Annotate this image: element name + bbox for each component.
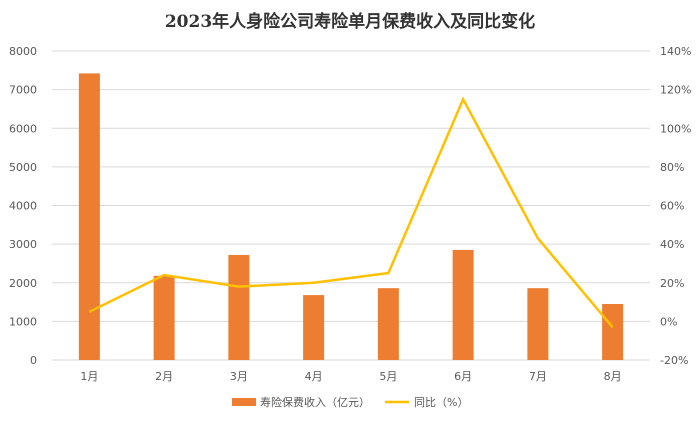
x-tick-label: 8月	[604, 370, 622, 383]
left-tick-label: 0	[30, 354, 37, 367]
chart-title: 2023年人身险公司寿险单月保费收入及同比变化	[165, 11, 535, 32]
left-tick-label: 8000	[9, 45, 37, 58]
legend: 寿险保费收入（亿元） 同比（%）	[232, 395, 468, 409]
left-tick-label: 4000	[9, 200, 37, 213]
right-tick-label: 20%	[660, 277, 684, 290]
right-tick-label: 120%	[660, 84, 691, 97]
bar	[303, 295, 325, 360]
right-axis-ticks: -20% 0% 20% 40% 60% 80% 100% 120% 140%	[660, 45, 691, 367]
bar	[78, 73, 100, 360]
x-tick-label: 5月	[379, 370, 397, 383]
right-tick-label: 80%	[660, 161, 684, 174]
bar-series	[78, 73, 624, 360]
x-tick-label: 3月	[230, 370, 248, 383]
yoy-line	[88, 96, 614, 328]
line-series	[88, 96, 614, 328]
bar	[452, 249, 474, 360]
left-tick-label: 5000	[9, 161, 37, 174]
right-tick-label: 60%	[660, 200, 684, 213]
right-tick-label: -20%	[660, 354, 688, 367]
right-tick-label: 100%	[660, 122, 691, 135]
x-tick-label: 1月	[80, 370, 98, 383]
right-tick-label: 40%	[660, 238, 684, 251]
bar	[527, 288, 549, 360]
right-tick-label: 0%	[660, 315, 677, 328]
left-tick-label: 3000	[9, 238, 37, 251]
legend-label-line: 同比（%）	[414, 396, 468, 409]
gridlines	[52, 50, 650, 361]
bar	[377, 288, 399, 360]
left-tick-label: 1000	[9, 315, 37, 328]
bar	[602, 303, 624, 360]
left-tick-label: 6000	[9, 122, 37, 135]
x-tick-label: 6月	[454, 370, 472, 383]
left-axis-ticks: 0 1000 2000 3000 4000 5000 6000 7000 8000	[9, 45, 37, 367]
legend-label-bar: 寿险保费收入（亿元）	[260, 395, 370, 409]
legend-swatch-bar	[232, 398, 256, 406]
bar	[153, 275, 175, 360]
left-tick-label: 7000	[9, 84, 37, 97]
right-tick-label: 140%	[660, 45, 691, 58]
x-tick-label: 7月	[529, 370, 547, 383]
bar	[228, 254, 250, 360]
x-tick-label: 2月	[155, 370, 173, 383]
x-axis-ticks: 1月 2月 3月 4月 5月 6月 7月 8月	[80, 370, 621, 383]
x-tick-label: 4月	[305, 370, 323, 383]
left-tick-label: 2000	[9, 277, 37, 290]
